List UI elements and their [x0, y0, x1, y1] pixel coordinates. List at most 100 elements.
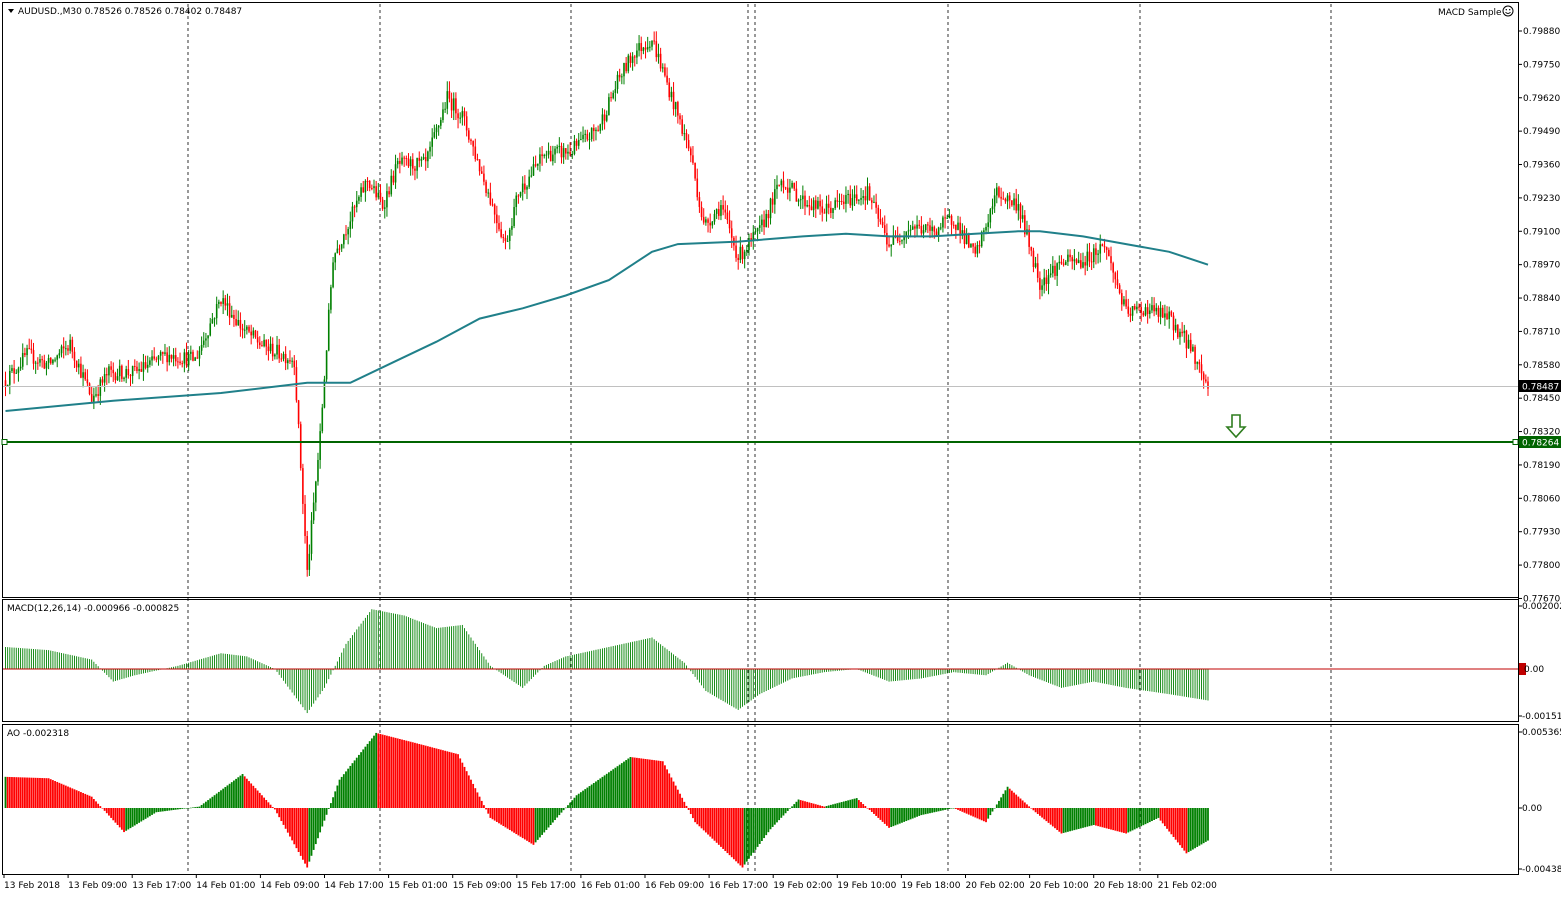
support-line-handle-right[interactable] — [1512, 439, 1519, 445]
price-tick-label: 0.77670 — [1523, 594, 1560, 604]
candle-body — [440, 120, 442, 126]
ao-bar — [657, 760, 660, 808]
candle-body — [612, 92, 615, 99]
ao-bar — [416, 743, 419, 808]
ao-bar — [573, 797, 576, 808]
ao-bar — [659, 760, 662, 808]
candle-body — [909, 229, 912, 231]
ao-bar — [819, 805, 821, 808]
ao-bar — [1015, 794, 1018, 808]
candle-body — [1112, 263, 1114, 273]
candle-body — [366, 180, 369, 182]
collapse-triangle-icon[interactable] — [8, 9, 14, 13]
candle-body — [45, 362, 48, 369]
ao-bar — [950, 808, 953, 809]
candle-body — [1092, 248, 1095, 263]
candle-body — [26, 348, 28, 356]
time-tick-label: 14 Feb 09:00 — [260, 881, 319, 891]
ao-bar — [220, 790, 222, 808]
candle-body — [558, 145, 561, 147]
ao-bar — [789, 808, 791, 809]
ao-bar — [250, 783, 253, 808]
ao-bar — [172, 808, 175, 810]
ao-bar — [43, 778, 46, 808]
candle-body — [1099, 244, 1102, 254]
candle-body — [394, 164, 397, 183]
ao-bar — [1026, 804, 1028, 808]
candle-body — [526, 186, 528, 190]
candle-body — [39, 359, 41, 363]
ao-bar — [575, 795, 578, 808]
ao-bar — [929, 808, 931, 814]
macd-tick-bottom: -0.001515 — [1522, 712, 1561, 722]
ao-bar — [1008, 788, 1011, 808]
ao-bar — [515, 808, 518, 835]
down-arrow-icon[interactable] — [1225, 414, 1247, 439]
ao-bar — [957, 808, 959, 810]
smiley-icon[interactable] — [1502, 5, 1514, 17]
ao-bar — [1086, 808, 1089, 827]
ao-bar — [99, 806, 102, 808]
ao-bar — [364, 746, 367, 808]
candle-body — [407, 158, 410, 167]
candle-body — [498, 223, 500, 230]
candle-body — [689, 148, 692, 156]
ao-bar — [1161, 808, 1164, 824]
candle-body — [741, 246, 744, 260]
candle-body — [1006, 195, 1009, 202]
candle-body — [405, 158, 408, 160]
ao-bar — [1017, 796, 1020, 808]
ao-bar — [539, 808, 541, 838]
main-header: AUDUSD.,M30 0.78526 0.78526 0.78402 0.78… — [18, 7, 242, 17]
ao-bar — [1181, 808, 1184, 848]
candle-body — [685, 133, 688, 141]
ao-bar — [414, 742, 416, 808]
ao-bar — [911, 808, 914, 819]
candle-body — [487, 192, 490, 194]
ao-bar — [1047, 808, 1050, 823]
price-tick-label: 0.77930 — [1523, 528, 1560, 538]
candle-body — [511, 225, 513, 230]
candle-body — [1114, 272, 1117, 280]
ao-bar — [1062, 808, 1065, 833]
candle-body — [478, 159, 481, 172]
ao-bar — [681, 797, 684, 808]
support-line-handle-left[interactable] — [1, 439, 8, 445]
ao-bar — [123, 808, 125, 833]
candle-body — [181, 363, 184, 365]
candle-body — [24, 353, 26, 356]
candle-body — [19, 366, 22, 369]
candle-body — [871, 200, 873, 203]
ao-bar — [1189, 808, 1192, 851]
ao-bar — [1090, 808, 1093, 826]
ao-bar — [80, 792, 82, 808]
ao-bar — [728, 808, 731, 856]
ao-bar — [489, 808, 492, 818]
candle-body — [1071, 257, 1074, 262]
ao-bar — [961, 808, 964, 812]
candle-body — [1133, 306, 1136, 310]
ao-bar — [612, 769, 615, 808]
candle-body — [847, 193, 849, 196]
ao-bar — [280, 808, 283, 822]
ao-bar — [836, 803, 839, 808]
candle-body — [116, 376, 119, 381]
candle-body — [679, 115, 681, 120]
ao-bar — [1105, 808, 1108, 829]
candle-body — [138, 369, 140, 371]
main-panel-frame — [2, 2, 1519, 598]
ao-bar — [444, 750, 447, 808]
candle-body — [129, 375, 132, 377]
candle-body — [468, 130, 470, 140]
candle-body — [808, 205, 811, 207]
ao-bar — [299, 808, 302, 856]
ao-bar — [780, 808, 783, 818]
candle-body — [304, 503, 306, 537]
candle-body — [459, 117, 462, 119]
ao-bar — [735, 808, 737, 862]
price-tick-label: 0.79100 — [1523, 227, 1560, 237]
ao-bar — [982, 808, 985, 822]
ao-bar — [1196, 808, 1199, 847]
